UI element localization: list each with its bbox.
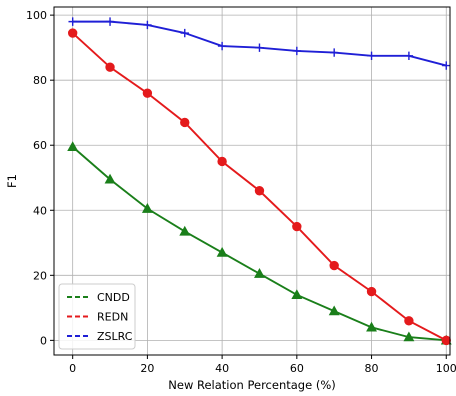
data-point-cndd xyxy=(216,246,228,257)
data-point-zslrc xyxy=(105,17,115,26)
data-point-cndd xyxy=(141,203,153,213)
x-tick-label: 20 xyxy=(140,362,154,375)
y-tick-label: 60 xyxy=(33,139,47,152)
data-point-redn xyxy=(404,316,414,326)
data-point-zslrc xyxy=(329,48,339,57)
x-tick-label: 80 xyxy=(365,362,379,375)
series-redn xyxy=(67,28,451,346)
legend: CNDD REDN ZSLRC xyxy=(58,283,136,350)
data-point-redn xyxy=(67,28,78,38)
data-point-zslrc xyxy=(217,41,227,51)
data-point-cndd xyxy=(291,289,303,300)
series-zslrc xyxy=(68,17,451,70)
legend-box xyxy=(58,283,136,350)
data-point-zslrc xyxy=(367,51,376,60)
x-tick-label: 60 xyxy=(290,362,304,375)
data-point-zslrc xyxy=(255,43,264,52)
x-tick-label: 40 xyxy=(215,362,229,375)
y-tick-label: 80 xyxy=(33,74,47,87)
data-point-redn xyxy=(441,335,451,346)
data-point-cndd xyxy=(67,141,79,152)
data-point-zslrc xyxy=(442,61,451,70)
y-tick-label: 40 xyxy=(33,204,47,217)
y-tick-label: 20 xyxy=(33,269,47,282)
legend-label-redn: REDN xyxy=(97,311,128,324)
x-tick-label: 100 xyxy=(436,362,456,375)
data-point-zslrc xyxy=(68,17,77,26)
legend-label-cndd: CNDD xyxy=(97,291,130,304)
series-group xyxy=(67,17,452,346)
x-axis-label: New Relation Percentage (%) xyxy=(168,378,335,392)
data-point-cndd xyxy=(179,225,191,236)
data-point-redn xyxy=(366,286,377,297)
y-tick-label: 100 xyxy=(26,9,47,22)
data-point-redn xyxy=(217,156,227,167)
data-point-redn xyxy=(180,117,190,128)
y-tick-label: 0 xyxy=(40,334,47,347)
data-point-redn xyxy=(105,62,115,72)
data-point-cndd xyxy=(254,268,265,278)
data-point-zslrc xyxy=(404,51,414,60)
y-axis-label: F1 xyxy=(5,174,19,188)
x-tick-label: 0 xyxy=(69,362,76,375)
data-point-cndd xyxy=(104,173,116,184)
data-point-cndd xyxy=(403,331,415,342)
legend-label-zslrc: ZSLRC xyxy=(97,330,133,343)
data-point-redn xyxy=(254,186,265,196)
ticks: 0 20 40 60 80 100 0 20 40 60 80 100 xyxy=(26,9,456,375)
data-point-redn xyxy=(329,260,339,271)
data-point-cndd xyxy=(366,321,377,332)
data-point-zslrc xyxy=(180,28,189,38)
data-point-redn xyxy=(292,221,302,232)
data-point-cndd xyxy=(328,305,340,316)
data-point-zslrc xyxy=(143,20,152,30)
data-point-redn xyxy=(142,88,153,98)
grid xyxy=(54,7,450,355)
plot-frame xyxy=(53,6,451,356)
data-point-zslrc xyxy=(292,46,302,56)
